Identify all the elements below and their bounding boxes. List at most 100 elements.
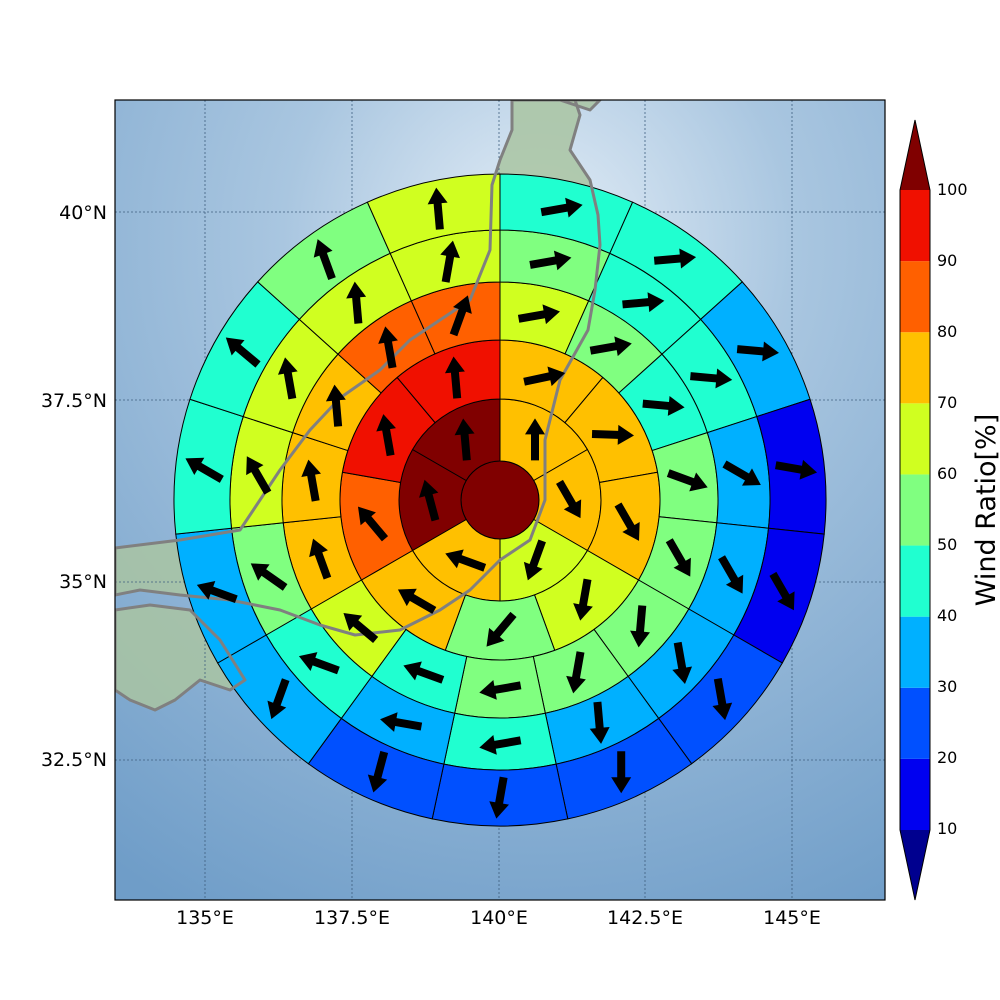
wind-arrow	[440, 240, 460, 283]
sector-5-nnw	[366, 173, 501, 255]
wind-arrow	[540, 197, 583, 218]
wind-arrow	[611, 751, 632, 794]
wind-arrow	[665, 538, 691, 577]
wind-arrow	[403, 661, 445, 684]
colorbar-tick-70: 70	[937, 393, 957, 412]
colorbar-segment	[900, 545, 930, 617]
wind-arrow	[630, 605, 650, 648]
lat-tick-35: 35°N	[59, 571, 107, 593]
colorbar-segment	[900, 332, 930, 404]
colorbar-tick-10: 10	[937, 819, 957, 838]
wind-arrow	[690, 368, 733, 389]
colorbar-segment	[900, 687, 930, 759]
lon-tick-145: 145°E	[763, 907, 821, 929]
wind-arrow	[769, 571, 795, 611]
colorbar-tick-30: 30	[937, 677, 957, 696]
coastline	[115, 603, 247, 712]
colorbar-top-extension	[900, 120, 930, 190]
map-frame	[114, 99, 886, 901]
coastline	[558, 100, 602, 112]
wind-arrow	[525, 418, 545, 461]
wind-arrow	[523, 366, 566, 387]
wind-arrow	[672, 641, 693, 684]
wind-arrow	[246, 456, 272, 495]
wind-arrow	[225, 337, 261, 368]
wind-arrow	[376, 414, 396, 457]
colorbar-tick-20: 20	[937, 748, 957, 767]
colorbar	[899, 119, 931, 901]
wind-arrow	[479, 680, 522, 700]
colorbar-segment	[900, 190, 930, 262]
wind-arrow	[185, 457, 224, 483]
wind-arrow	[357, 506, 389, 542]
wind-arrow	[529, 250, 572, 271]
wind-arrow	[591, 424, 635, 445]
wind-arrow	[346, 281, 367, 324]
wind-arrow	[489, 776, 509, 819]
colorbar-tick-80: 80	[937, 322, 957, 341]
wind-arrow	[774, 459, 818, 480]
wind-arrow	[445, 549, 487, 572]
colorbar-tick-90: 90	[937, 251, 957, 270]
wind-arrow	[718, 555, 744, 594]
wind-arrow	[378, 326, 398, 369]
wind-arrow	[267, 678, 290, 720]
wind-arrow	[736, 341, 779, 362]
wind-arrow	[653, 248, 697, 269]
wind-arrow	[486, 611, 517, 647]
colorbar-outline	[899, 119, 931, 901]
wind-arrow	[419, 479, 440, 522]
wind-arrow	[325, 384, 346, 427]
wind-arrow	[397, 588, 437, 614]
wind-arrow	[367, 750, 389, 793]
lon-tick-142-5: 142.5°E	[607, 907, 683, 929]
wind-arrow	[589, 701, 610, 744]
wind-arrow	[666, 469, 708, 492]
lon-tick-137-5: 137.5°E	[314, 907, 390, 929]
lat-tick-37-5: 37.5°N	[41, 390, 107, 412]
wind-arrow	[277, 357, 298, 400]
wind-arrow	[712, 678, 733, 721]
wind-arrow	[517, 304, 560, 325]
colorbar-segment	[900, 474, 930, 546]
lat-tick-40: 40°N	[59, 202, 107, 224]
colorbar-segment	[900, 403, 930, 475]
wind-arrow	[309, 538, 332, 580]
colorbar-ticks: 10 20 30 40 50 60 70 80 90 100	[937, 180, 968, 838]
colorbar-tick-40: 40	[937, 606, 957, 625]
colorbar-bottom-extension	[900, 830, 930, 900]
colorbar-segment	[900, 758, 930, 830]
wind-arrow	[380, 712, 423, 732]
wind-arrow	[343, 612, 379, 644]
colorbar-title: Wind Ratio[%]	[971, 414, 1000, 606]
colorbar-segment	[900, 261, 930, 333]
wind-arrow	[479, 735, 522, 755]
wind-arrow	[196, 580, 238, 604]
colorbar-segment	[900, 616, 930, 688]
colorbar-tick-100: 100	[937, 180, 968, 199]
wind-arrow	[589, 336, 632, 357]
wind-arrow	[449, 295, 472, 337]
wind-arrow	[250, 563, 288, 591]
wind-arrow	[722, 460, 761, 486]
wind-arrows-layer	[185, 187, 818, 819]
wind-arrow	[622, 292, 665, 313]
wind-arrow	[444, 356, 465, 399]
wind-arrow	[556, 479, 582, 519]
wind-sector-rings	[173, 173, 827, 827]
wind-arrow	[298, 652, 340, 675]
wind-arrow	[573, 578, 593, 621]
wind-arrow	[427, 187, 448, 230]
colorbar-tick-50: 50	[937, 535, 957, 554]
wind-arrow	[454, 418, 475, 461]
wind-arrow	[614, 502, 640, 541]
wind-arrow	[566, 651, 586, 694]
wind-arrow	[313, 239, 336, 281]
colorbar-tick-60: 60	[937, 464, 957, 483]
wind-arrow	[523, 539, 546, 581]
lon-tick-135: 135°E	[176, 907, 234, 929]
wind-arrow	[642, 395, 685, 416]
lat-tick-32-5: 32.5°N	[41, 749, 107, 771]
wind-arrow	[301, 459, 322, 502]
